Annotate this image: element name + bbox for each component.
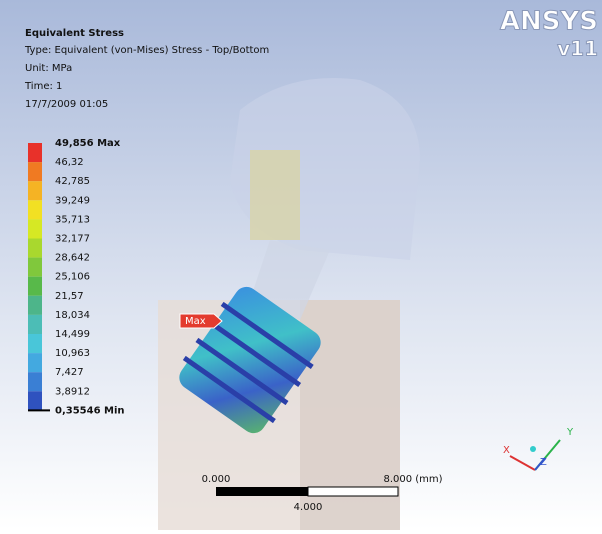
legend-label: 18,034 (55, 310, 90, 321)
legend-label: 32,177 (55, 234, 90, 245)
legend-label: 21,57 (55, 291, 84, 302)
legend-swatch (28, 162, 42, 181)
result-time: Time: 1 (24, 81, 62, 92)
legend-swatch (28, 334, 42, 353)
legend-swatch (28, 296, 42, 315)
result-date: 17/7/2009 01:05 (25, 99, 108, 110)
legend-swatch (28, 200, 42, 219)
probe: Max (180, 314, 222, 328)
legend-swatch (28, 277, 42, 296)
result-unit: Unit: MPa (25, 63, 72, 74)
legend-label: 42,785 (55, 176, 90, 187)
legend-swatch (28, 258, 42, 277)
legend-label: 7,427 (55, 367, 84, 378)
legend-swatch (28, 181, 42, 200)
legend-swatch (28, 315, 42, 334)
result-title: Equivalent Stress (25, 28, 124, 39)
legend-label: 0,35546 Min (55, 405, 125, 416)
legend-label: 49,856 Max (55, 138, 121, 149)
logo-brand: ANSYS (500, 7, 598, 37)
legend-label: 46,32 (55, 157, 84, 168)
legend-swatch (28, 143, 42, 162)
legend-swatch (28, 239, 42, 258)
legend-label: 10,963 (55, 348, 90, 359)
triad-y: Y (566, 427, 574, 438)
legend-label: 28,642 (55, 253, 90, 264)
legend-label: 39,249 (55, 195, 90, 206)
legend-label: 14,499 (55, 329, 90, 340)
logo-version: v11 (557, 37, 598, 61)
legend-swatch (28, 219, 42, 238)
result-type: Type: Equivalent (von-Mises) Stress - To… (24, 45, 269, 56)
triad-x: X (503, 445, 510, 456)
viewport: Equivalent Stress Type: Equivalent (von-… (0, 0, 602, 530)
scale-start: 0.000 (202, 474, 231, 485)
legend-label: 35,713 (55, 214, 90, 225)
legend-swatch (28, 353, 42, 372)
scale-end: 8.000 (mm) (383, 474, 442, 485)
triad-z: Z (540, 457, 547, 468)
probe-label: Max (185, 316, 206, 327)
scale-middle: 4.000 (294, 502, 323, 513)
legend-label: 25,106 (55, 272, 90, 283)
legend-swatch (28, 391, 42, 410)
legend-swatch (28, 372, 42, 391)
legend-label: 3,8912 (55, 386, 90, 397)
